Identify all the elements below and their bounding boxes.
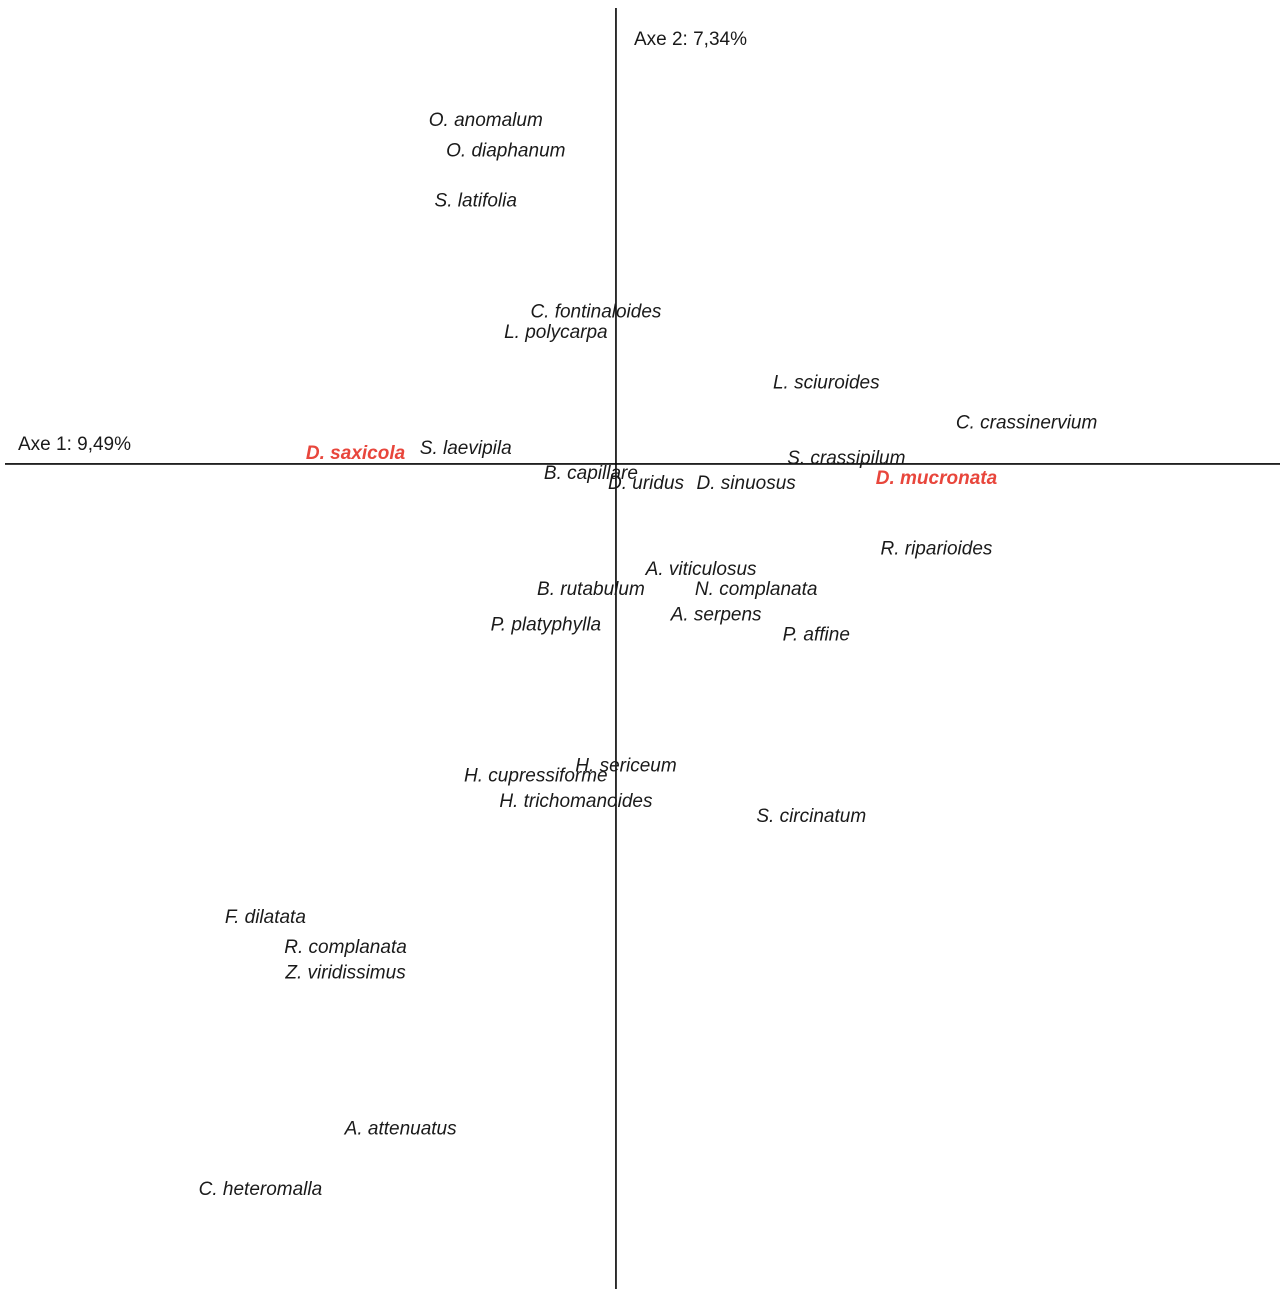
species-label: L. polycarpa: [504, 322, 608, 343]
species-label: H. trichomanoides: [499, 791, 653, 812]
species-label: B. capillare: [544, 463, 638, 484]
species-label: B. rutabulum: [537, 579, 645, 600]
species-label: N. complanata: [695, 579, 818, 600]
species-label: A. serpens: [670, 604, 762, 625]
species-label: D. mucronata: [876, 468, 998, 489]
species-label: S. laevipila: [420, 438, 512, 459]
species-label: L. sciuroides: [773, 372, 880, 393]
species-label: O. diaphanum: [446, 140, 565, 161]
species-label: D. sinuosus: [697, 473, 797, 494]
x-axis-title: Axe 1: 9,49%: [18, 434, 131, 455]
species-label: D. saxicola: [306, 443, 406, 464]
species-label: S. crassipilum: [787, 448, 905, 469]
species-label: A. viticulosus: [645, 559, 757, 580]
species-label: O. anomalum: [429, 110, 543, 131]
species-label: P. platyphylla: [491, 614, 602, 635]
species-label: C. heteromalla: [199, 1179, 323, 1200]
species-label: H. cupressiforme: [464, 766, 608, 787]
axes: Axe 1: 9,49% Axe 2: 7,34%: [5, 8, 1280, 1289]
species-label: Z. viridissimus: [284, 962, 406, 983]
species-label: S. circinatum: [756, 806, 866, 827]
species-label: A. attenuatus: [344, 1119, 457, 1140]
species-labels: O. anomalum O. diaphanum S. latifolia C. fo…: [199, 110, 1098, 1200]
species-label: D. uridus: [608, 473, 685, 494]
species-label: R. complanata: [284, 937, 407, 958]
y-axis-title: Axe 2: 7,34%: [634, 29, 747, 50]
species-label: C. fontinaloides: [530, 302, 661, 323]
species-label: S. latifolia: [435, 191, 517, 212]
species-label: H. sericeum: [575, 756, 676, 777]
species-label: R. riparioides: [880, 539, 992, 560]
species-label: P. affine: [783, 624, 850, 645]
species-label: C. crassinervium: [956, 413, 1097, 434]
species-label: F. dilatata: [225, 907, 306, 928]
